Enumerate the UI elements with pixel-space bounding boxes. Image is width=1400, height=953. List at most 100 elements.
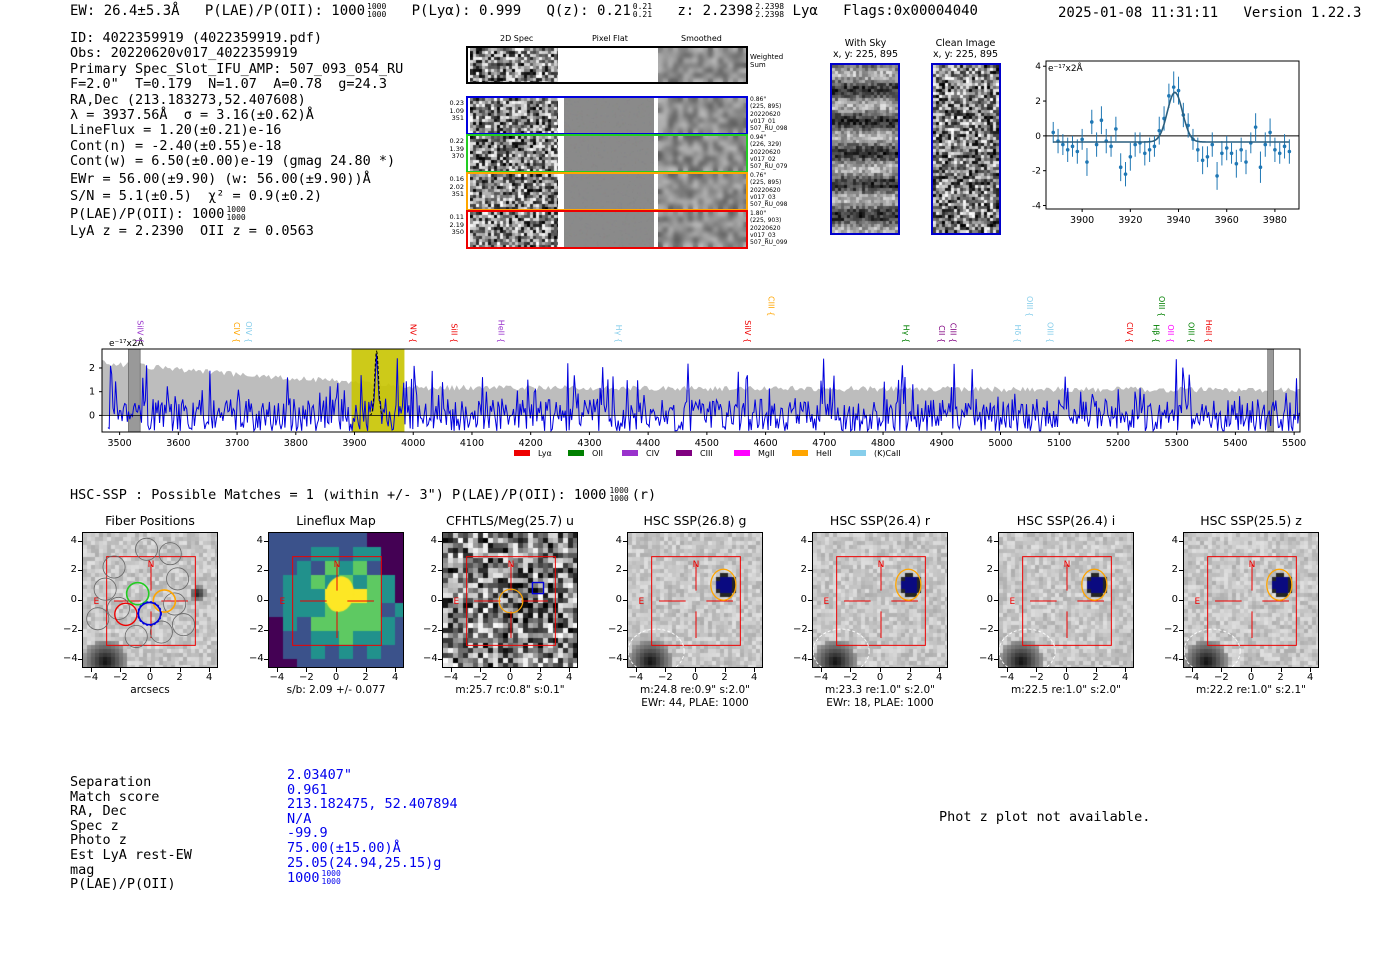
panel-overlay: NE: [1184, 556, 1297, 667]
xtick-label: 5500: [1282, 438, 1306, 449]
fiber-circle: [172, 613, 196, 637]
line-marker-label: Hγ {: [614, 325, 623, 343]
weighted-smooth-image: [658, 48, 746, 82]
spec2d-noise-image: [470, 174, 558, 209]
panel-ytick: 4: [256, 534, 263, 546]
panel-xtick: 4: [1306, 672, 1314, 683]
ytick-label: 0: [89, 410, 95, 421]
data-point: [1268, 130, 1272, 135]
xtick-label: 5400: [1223, 438, 1247, 449]
panel-ytick-mark: [623, 659, 627, 661]
match-value: 213.182475, 52.407894: [287, 796, 458, 813]
line-marker-label: HeII {: [496, 320, 505, 343]
data-point: [1099, 118, 1104, 122]
panel-xtick: −4: [813, 672, 829, 683]
panel-canvas: [1184, 533, 1318, 667]
weighted-sum-strip: [466, 46, 748, 84]
panel-xtick-mark: [880, 668, 881, 672]
data-point: [1080, 137, 1084, 142]
panel-ytick-mark: [994, 629, 998, 631]
panel-ytick: −4: [608, 653, 623, 665]
panel-ytick: −2: [423, 623, 438, 635]
legend-swatch: [676, 450, 692, 456]
panel-caption: m:22.2 re:1.0" s:2.1": [1196, 684, 1306, 696]
panel-xtick: −2: [113, 672, 128, 683]
panel-ytick: 2: [986, 564, 993, 576]
xtick-label: 5000: [988, 438, 1012, 449]
compass-north: N: [693, 560, 700, 570]
panel-xtick-mark: [665, 668, 667, 672]
panel-ytick: 2: [430, 564, 437, 576]
panel-ytick: −4: [63, 653, 78, 665]
panel-ytick-mark: [808, 629, 812, 631]
legend-swatch: [850, 450, 866, 456]
fiber-circle: [149, 620, 173, 644]
panel-xtick: −2: [658, 672, 673, 683]
panel-canvas: [269, 533, 403, 667]
panel-ytick-mark: [1179, 600, 1183, 601]
panel-overlay: NE: [813, 556, 926, 667]
panel-ytick: −2: [979, 623, 994, 635]
match-plae: 1000: [287, 870, 320, 887]
panel-ytick: −4: [793, 653, 808, 665]
info-line: λ = 3937.56Å σ = 3.16(±0.62)Å: [70, 107, 314, 124]
data-point: [1094, 142, 1099, 147]
data-point: [1205, 154, 1210, 159]
header-z-lo: 2.2398: [755, 10, 785, 19]
panel-xtick-mark: [120, 668, 122, 672]
fiber-circle: [102, 555, 126, 579]
panel-ytick: 2: [615, 564, 622, 576]
panel-ytick-mark: [808, 659, 812, 661]
line-fit-chart: 4 2 0 -2 -4 3900 3920 3940 3960 3980 e⁻¹⁷x2Å: [1032, 60, 1300, 226]
xtick-label: 4300: [577, 438, 601, 449]
xtick-label: 4400: [636, 438, 660, 449]
data-point: [1142, 151, 1147, 156]
compass-north: N: [148, 560, 155, 570]
panel-title: Fiber Positions: [105, 513, 195, 528]
panel-xtick: 4: [205, 672, 213, 683]
search-box: [836, 556, 926, 646]
info-line: RA,Dec (213.183273,52.407608): [70, 91, 306, 108]
ytick-label: 0: [1035, 132, 1041, 142]
data-point: [1171, 85, 1176, 89]
ytick-label: 4: [1035, 62, 1041, 72]
match-value: 1000 1000 1000: [287, 870, 458, 886]
spec2d-row-right: 0.76" (225, 895) 20220620 v017_03 507_RU…: [750, 172, 788, 209]
xtick-label: 4700: [812, 438, 836, 449]
match-values: 2.03407" 0.961 213.182475, 52.407894 N/A…: [287, 768, 458, 886]
panel-xtick: 4: [1121, 672, 1129, 683]
panel-ytick: −4: [423, 653, 438, 665]
line-marker-label: Hδ {: [1013, 324, 1022, 343]
compass-north: N: [1249, 560, 1256, 570]
fiber-circle: [166, 567, 190, 591]
panel-title: Lineflux Map: [296, 513, 376, 528]
panel-xtick: 2: [721, 672, 728, 683]
panel-xtick-mark: [909, 668, 911, 672]
spec2d-row-left: 0.11 2.19 350: [449, 213, 464, 236]
panel-xtick: 4: [565, 672, 573, 683]
panel-overlay: NE: [628, 556, 741, 667]
panel-ytick-mark: [264, 570, 268, 572]
match-ellipse: [1081, 568, 1108, 601]
panel-xtick-mark: [1280, 668, 1282, 672]
ytick-label: -4: [1032, 202, 1041, 212]
panel-ytick: 2: [256, 564, 263, 576]
masked-region: [128, 348, 141, 433]
panel-xtick-mark: [209, 668, 211, 672]
panel-xtick-mark: [336, 668, 337, 672]
info-line: Cont(w) = 6.50(±0.00)e-19 (gmag 24.80 *): [70, 153, 396, 170]
panel-xtick-mark: [1036, 668, 1038, 672]
panel-xtick-mark: [395, 668, 397, 672]
data-point: [1258, 165, 1263, 170]
compass-east: E: [638, 597, 644, 607]
panel-ytick-mark: [808, 570, 812, 572]
panel-canvas: [443, 533, 577, 667]
header-timestamp: 2025-01-08 11:31:11: [1058, 5, 1219, 21]
spec2d-flat-image: [564, 136, 654, 171]
xtick-label: 3960: [1215, 215, 1239, 226]
spec2d-row-right: 1.80" (225, 903) 20220620 v017_03 507_RU…: [750, 210, 788, 247]
match-label: Spec z: [70, 817, 119, 834]
